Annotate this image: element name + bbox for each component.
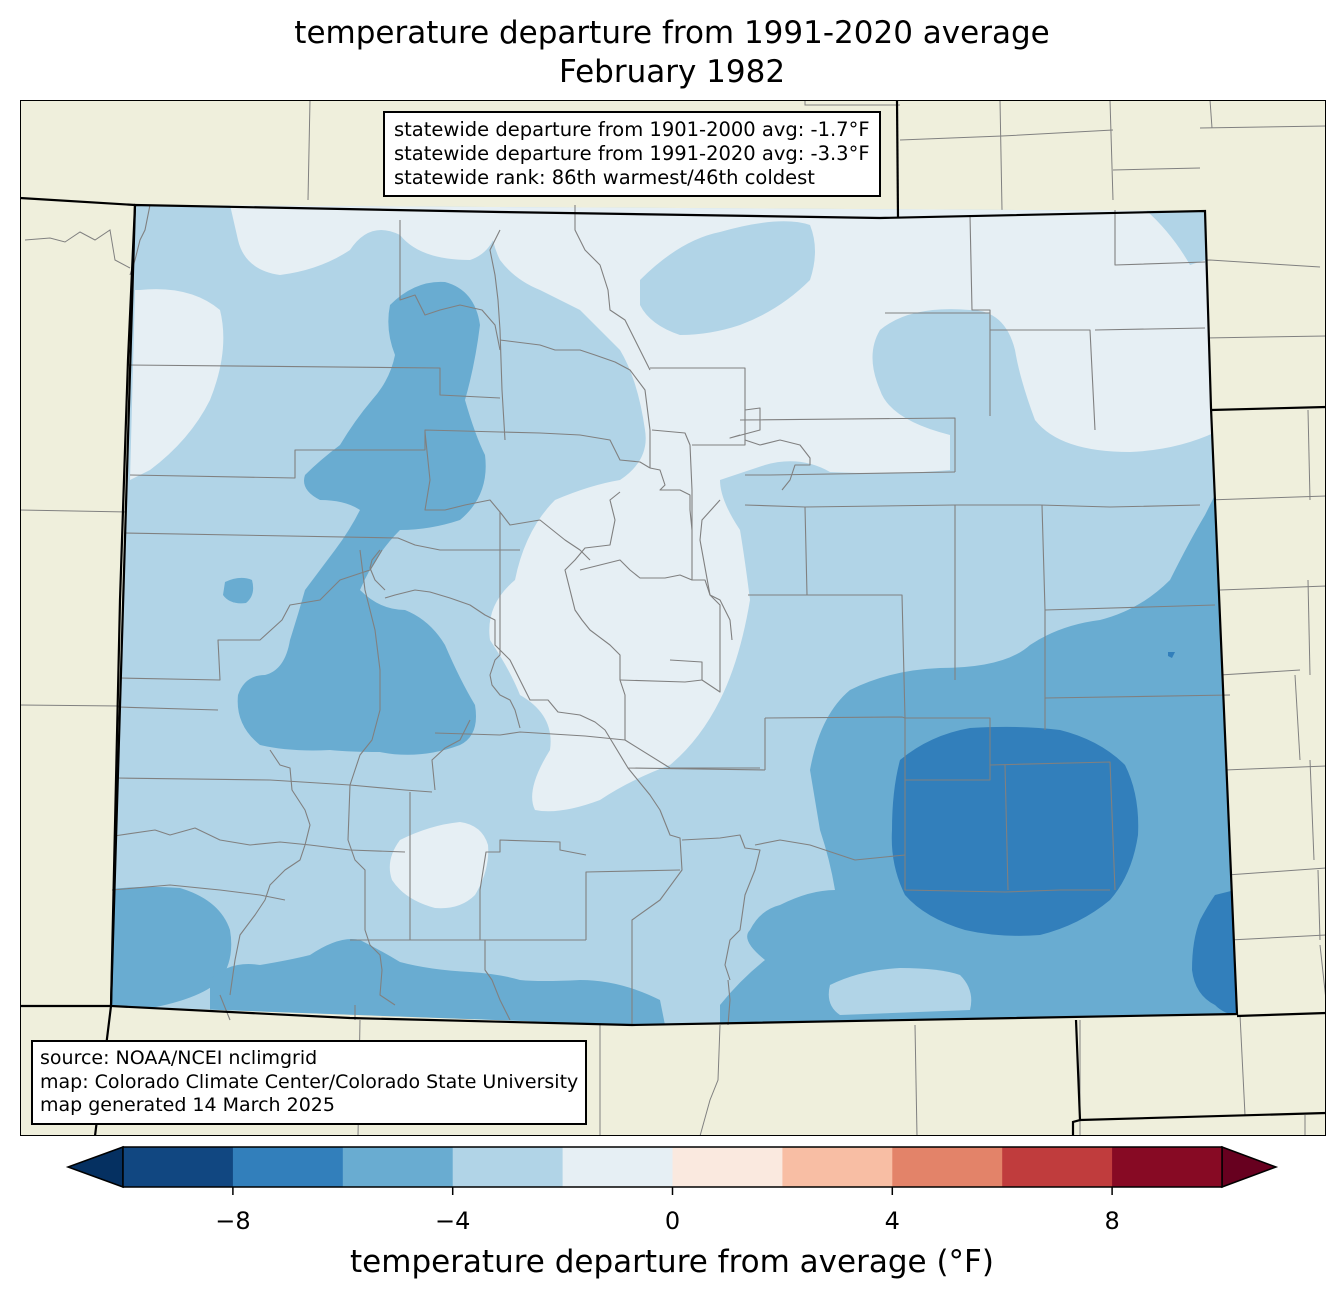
colorbar-tick-label: −8	[215, 1207, 250, 1235]
colorbar-bin-1	[232, 1147, 344, 1187]
colorbar-bin-5	[672, 1147, 783, 1187]
colorbar-label: temperature departure from average (°F)	[350, 1244, 994, 1280]
colorbar-bin-3	[452, 1147, 564, 1187]
neighbor-county-lines	[20, 100, 1326, 1136]
colorbar-tick-label: 8	[1104, 1207, 1119, 1235]
colorbar-bin-7	[892, 1147, 1003, 1187]
colorbar-bin-6	[782, 1147, 893, 1187]
colorbar-bin-9	[1112, 1147, 1223, 1187]
temperature-departure-field	[111, 205, 1237, 1025]
colorbar-bin-8	[1002, 1147, 1113, 1187]
county-lines	[111, 204, 1231, 1026]
map-generated-line: map generated 14 March 2025	[40, 1094, 335, 1116]
colorado-temperature-map	[20, 100, 1326, 1136]
colorbar-tick-label: 0	[665, 1207, 680, 1235]
colorbar-graphic: −8 −4 0 4 8	[65, 1145, 1279, 1235]
colorbar-bin-4	[562, 1147, 673, 1187]
colorbar-tick-label: 4	[885, 1207, 900, 1235]
stats-line-1991-2020: statewide departure from 1991-2020 avg: …	[394, 142, 870, 165]
stats-line-1901-2000: statewide departure from 1901-2000 avg: …	[394, 118, 870, 141]
colorbar-under-arrow	[65, 1145, 124, 1189]
colorbar-bin-2	[342, 1147, 454, 1187]
source-credit-box: source: NOAA/NCEI nclimgrid map: Colorad…	[31, 1040, 588, 1125]
map-subtitle-date: February 1982	[558, 54, 786, 90]
map-title: temperature departure from 1991-2020 ave…	[294, 15, 1050, 51]
colorbar-over-arrow	[1221, 1145, 1279, 1189]
source-line: source: NOAA/NCEI nclimgrid	[40, 1047, 318, 1069]
map-panel	[20, 100, 1326, 1136]
stats-line-rank: statewide rank: 86th warmest/46th coldes…	[394, 166, 815, 189]
colorbar-tick-label: −4	[435, 1207, 470, 1235]
map-credit-line: map: Colorado Climate Center/Colorado St…	[40, 1070, 579, 1093]
colorbar-bin-0	[123, 1147, 234, 1187]
colorbar: −8 −4 0 4 8	[0, 1140, 1344, 1290]
statewide-stats-box: statewide departure from 1901-2000 avg: …	[383, 111, 881, 197]
